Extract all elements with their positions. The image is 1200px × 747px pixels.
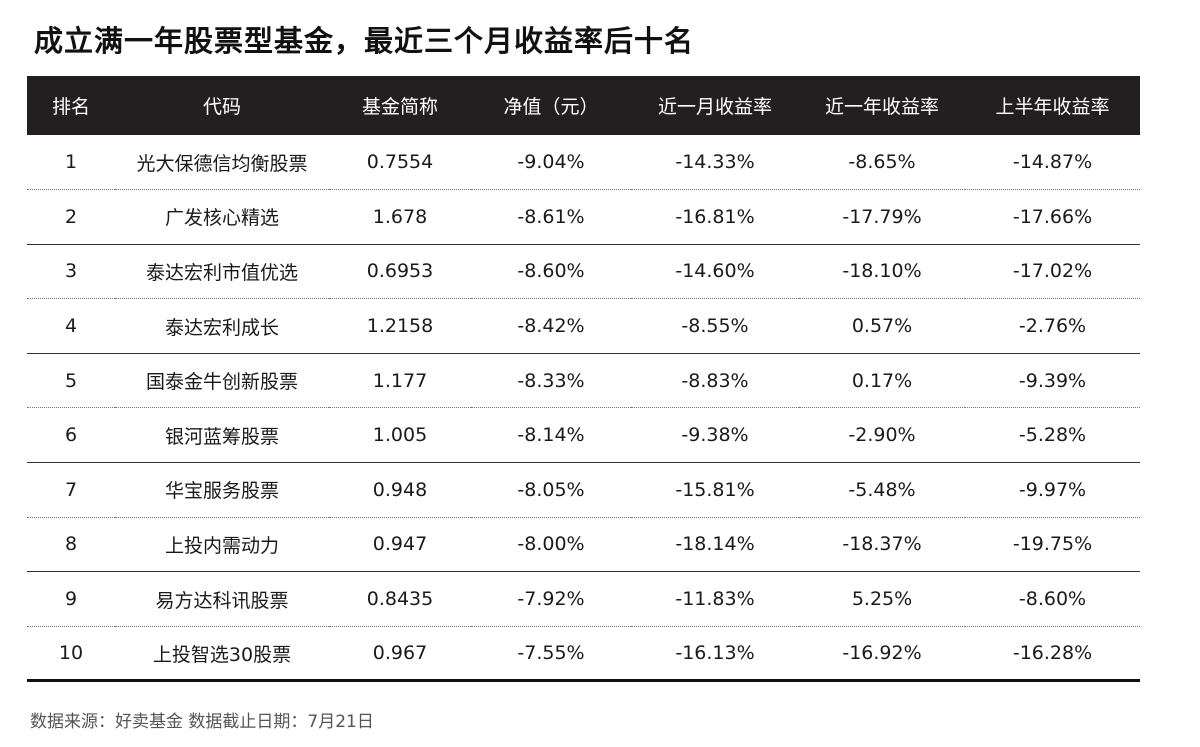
cell-one-month-return: -14.60%: [631, 244, 799, 300]
cell-fund-name: 国泰金牛创新股票: [115, 353, 329, 409]
cell-fund-name: 华宝服务股票: [115, 462, 329, 518]
cell-one-month-return: -8.55%: [631, 298, 799, 354]
cell-three-month-return: -8.61%: [471, 189, 631, 245]
cell-three-month-return: -8.60%: [471, 244, 631, 300]
cell-one-month-return: -8.83%: [631, 353, 799, 409]
cell-one-year-return: -18.10%: [799, 244, 965, 300]
table-row: 4 泰达宏利成长 1.2158 -8.42% -8.55% 0.57% -2.7…: [27, 298, 1140, 354]
cell-rank: 3: [27, 244, 115, 300]
header-one-year-return: 近一年收益率: [824, 96, 939, 118]
cell-one-year-return: 0.17%: [799, 353, 965, 409]
cell-three-month-return: -9.04%: [471, 135, 631, 191]
cell-one-month-return: -18.14%: [631, 517, 799, 573]
cell-three-month-return: -7.92%: [471, 571, 631, 627]
cell-nav: 0.8435: [329, 571, 471, 627]
cell-nav: 0.967: [329, 626, 471, 683]
cell-one-year-return: -2.90%: [799, 407, 965, 464]
cell-rank: 1: [27, 135, 115, 191]
cell-half-year-return: -19.75%: [965, 517, 1140, 573]
cell-fund-name: 银河蓝筹股票: [115, 407, 329, 464]
cell-fund-name: 泰达宏利成长: [115, 298, 329, 354]
cell-fund-name: 广发核心精选: [115, 189, 329, 245]
cell-one-year-return: -8.65%: [799, 135, 965, 191]
cell-rank: 5: [27, 353, 115, 409]
cell-three-month-return: -8.05%: [471, 462, 631, 518]
cell-fund-name: 上投智选30股票: [115, 626, 329, 683]
cell-nav: 0.7554: [329, 135, 471, 191]
cell-half-year-return: -14.87%: [965, 135, 1140, 191]
cell-one-year-return: -5.48%: [799, 462, 965, 518]
cell-rank: 7: [27, 462, 115, 518]
cell-fund-name: 上投内需动力: [115, 517, 329, 573]
cell-half-year-return: -5.28%: [965, 407, 1140, 464]
cell-one-month-return: -11.83%: [631, 571, 799, 627]
cell-fund-name: 光大保德信均衡股票: [115, 135, 329, 191]
cell-nav: 1.177: [329, 353, 471, 409]
table-row: 6 银河蓝筹股票 1.005 -8.14% -9.38% -2.90% -5.2…: [27, 407, 1140, 464]
header-rank: 排名: [51, 96, 90, 118]
table-row: 3 泰达宏利市值优选 0.6953 -8.60% -14.60% -18.10%…: [27, 244, 1140, 300]
cell-half-year-return: -17.66%: [965, 189, 1140, 245]
cell-nav: 1.678: [329, 189, 471, 245]
page-title: 成立满一年股票型基金，最近三个月收益率后十名: [34, 24, 695, 58]
cell-rank: 10: [27, 626, 115, 683]
cell-one-month-return: -16.81%: [631, 189, 799, 245]
cell-rank: 8: [27, 517, 115, 573]
cell-three-month-return: -7.55%: [471, 626, 631, 683]
cell-one-year-return: 5.25%: [799, 571, 965, 627]
cell-half-year-return: -8.60%: [965, 571, 1140, 627]
table-row: 8 上投内需动力 0.947 -8.00% -18.14% -18.37% -1…: [27, 517, 1140, 573]
cell-half-year-return: -9.97%: [965, 462, 1140, 518]
table-row: 9 易方达科讯股票 0.8435 -7.92% -11.83% 5.25% -8…: [27, 571, 1140, 627]
header-nav: 净值（元）: [503, 96, 599, 118]
cell-rank: 4: [27, 298, 115, 354]
cell-fund-name: 易方达科讯股票: [115, 571, 329, 627]
header-code: 代码: [202, 96, 241, 118]
cell-rank: 6: [27, 407, 115, 464]
table-row: 1 光大保德信均衡股票 0.7554 -9.04% -14.33% -8.65%…: [27, 135, 1140, 191]
cell-one-month-return: -14.33%: [631, 135, 799, 191]
table-row: 2 广发核心精选 1.678 -8.61% -16.81% -17.79% -1…: [27, 189, 1140, 245]
cell-fund-name: 泰达宏利市值优选: [115, 244, 329, 300]
cell-three-month-return: -8.14%: [471, 407, 631, 464]
cell-rank: 9: [27, 571, 115, 627]
cell-nav: 0.947: [329, 517, 471, 573]
cell-half-year-return: -2.76%: [965, 298, 1140, 354]
cell-rank: 2: [27, 189, 115, 245]
cell-half-year-return: -16.28%: [965, 626, 1140, 683]
cell-half-year-return: -9.39%: [965, 353, 1140, 409]
cell-one-month-return: -9.38%: [631, 407, 799, 464]
fund-ranking-table: 排名 代码 基金简称 净值（元） 近一月收益率 近一年收益率 上半年收益率 1 …: [27, 76, 1140, 683]
table-header-row: 排名 代码 基金简称 净值（元） 近一月收益率 近一年收益率 上半年收益率: [27, 76, 1140, 135]
cell-nav: 0.6953: [329, 244, 471, 300]
cell-three-month-return: -8.00%: [471, 517, 631, 573]
table-row: 10 上投智选30股票 0.967 -7.55% -16.13% -16.92%…: [27, 626, 1140, 683]
cell-one-year-return: 0.57%: [799, 298, 965, 354]
cell-one-year-return: -17.79%: [799, 189, 965, 245]
cell-one-month-return: -15.81%: [631, 462, 799, 518]
cell-nav: 1.2158: [329, 298, 471, 354]
cell-half-year-return: -17.02%: [965, 244, 1140, 300]
cell-nav: 0.948: [329, 462, 471, 518]
table-row: 5 国泰金牛创新股票 1.177 -8.33% -8.83% 0.17% -9.…: [27, 353, 1140, 409]
header-fund-name: 基金简称: [361, 96, 438, 118]
source-footnote: 数据来源：好卖基金 数据截止日期：7月21日: [30, 712, 374, 732]
cell-three-month-return: -8.33%: [471, 353, 631, 409]
header-half-year-return: 上半年收益率: [995, 96, 1110, 118]
header-one-month-return: 近一月收益率: [657, 96, 772, 118]
table-row: 7 华宝服务股票 0.948 -8.05% -15.81% -5.48% -9.…: [27, 462, 1140, 518]
cell-one-year-return: -16.92%: [799, 626, 965, 683]
cell-one-month-return: -16.13%: [631, 626, 799, 683]
cell-nav: 1.005: [329, 407, 471, 464]
cell-one-year-return: -18.37%: [799, 517, 965, 573]
cell-three-month-return: -8.42%: [471, 298, 631, 354]
